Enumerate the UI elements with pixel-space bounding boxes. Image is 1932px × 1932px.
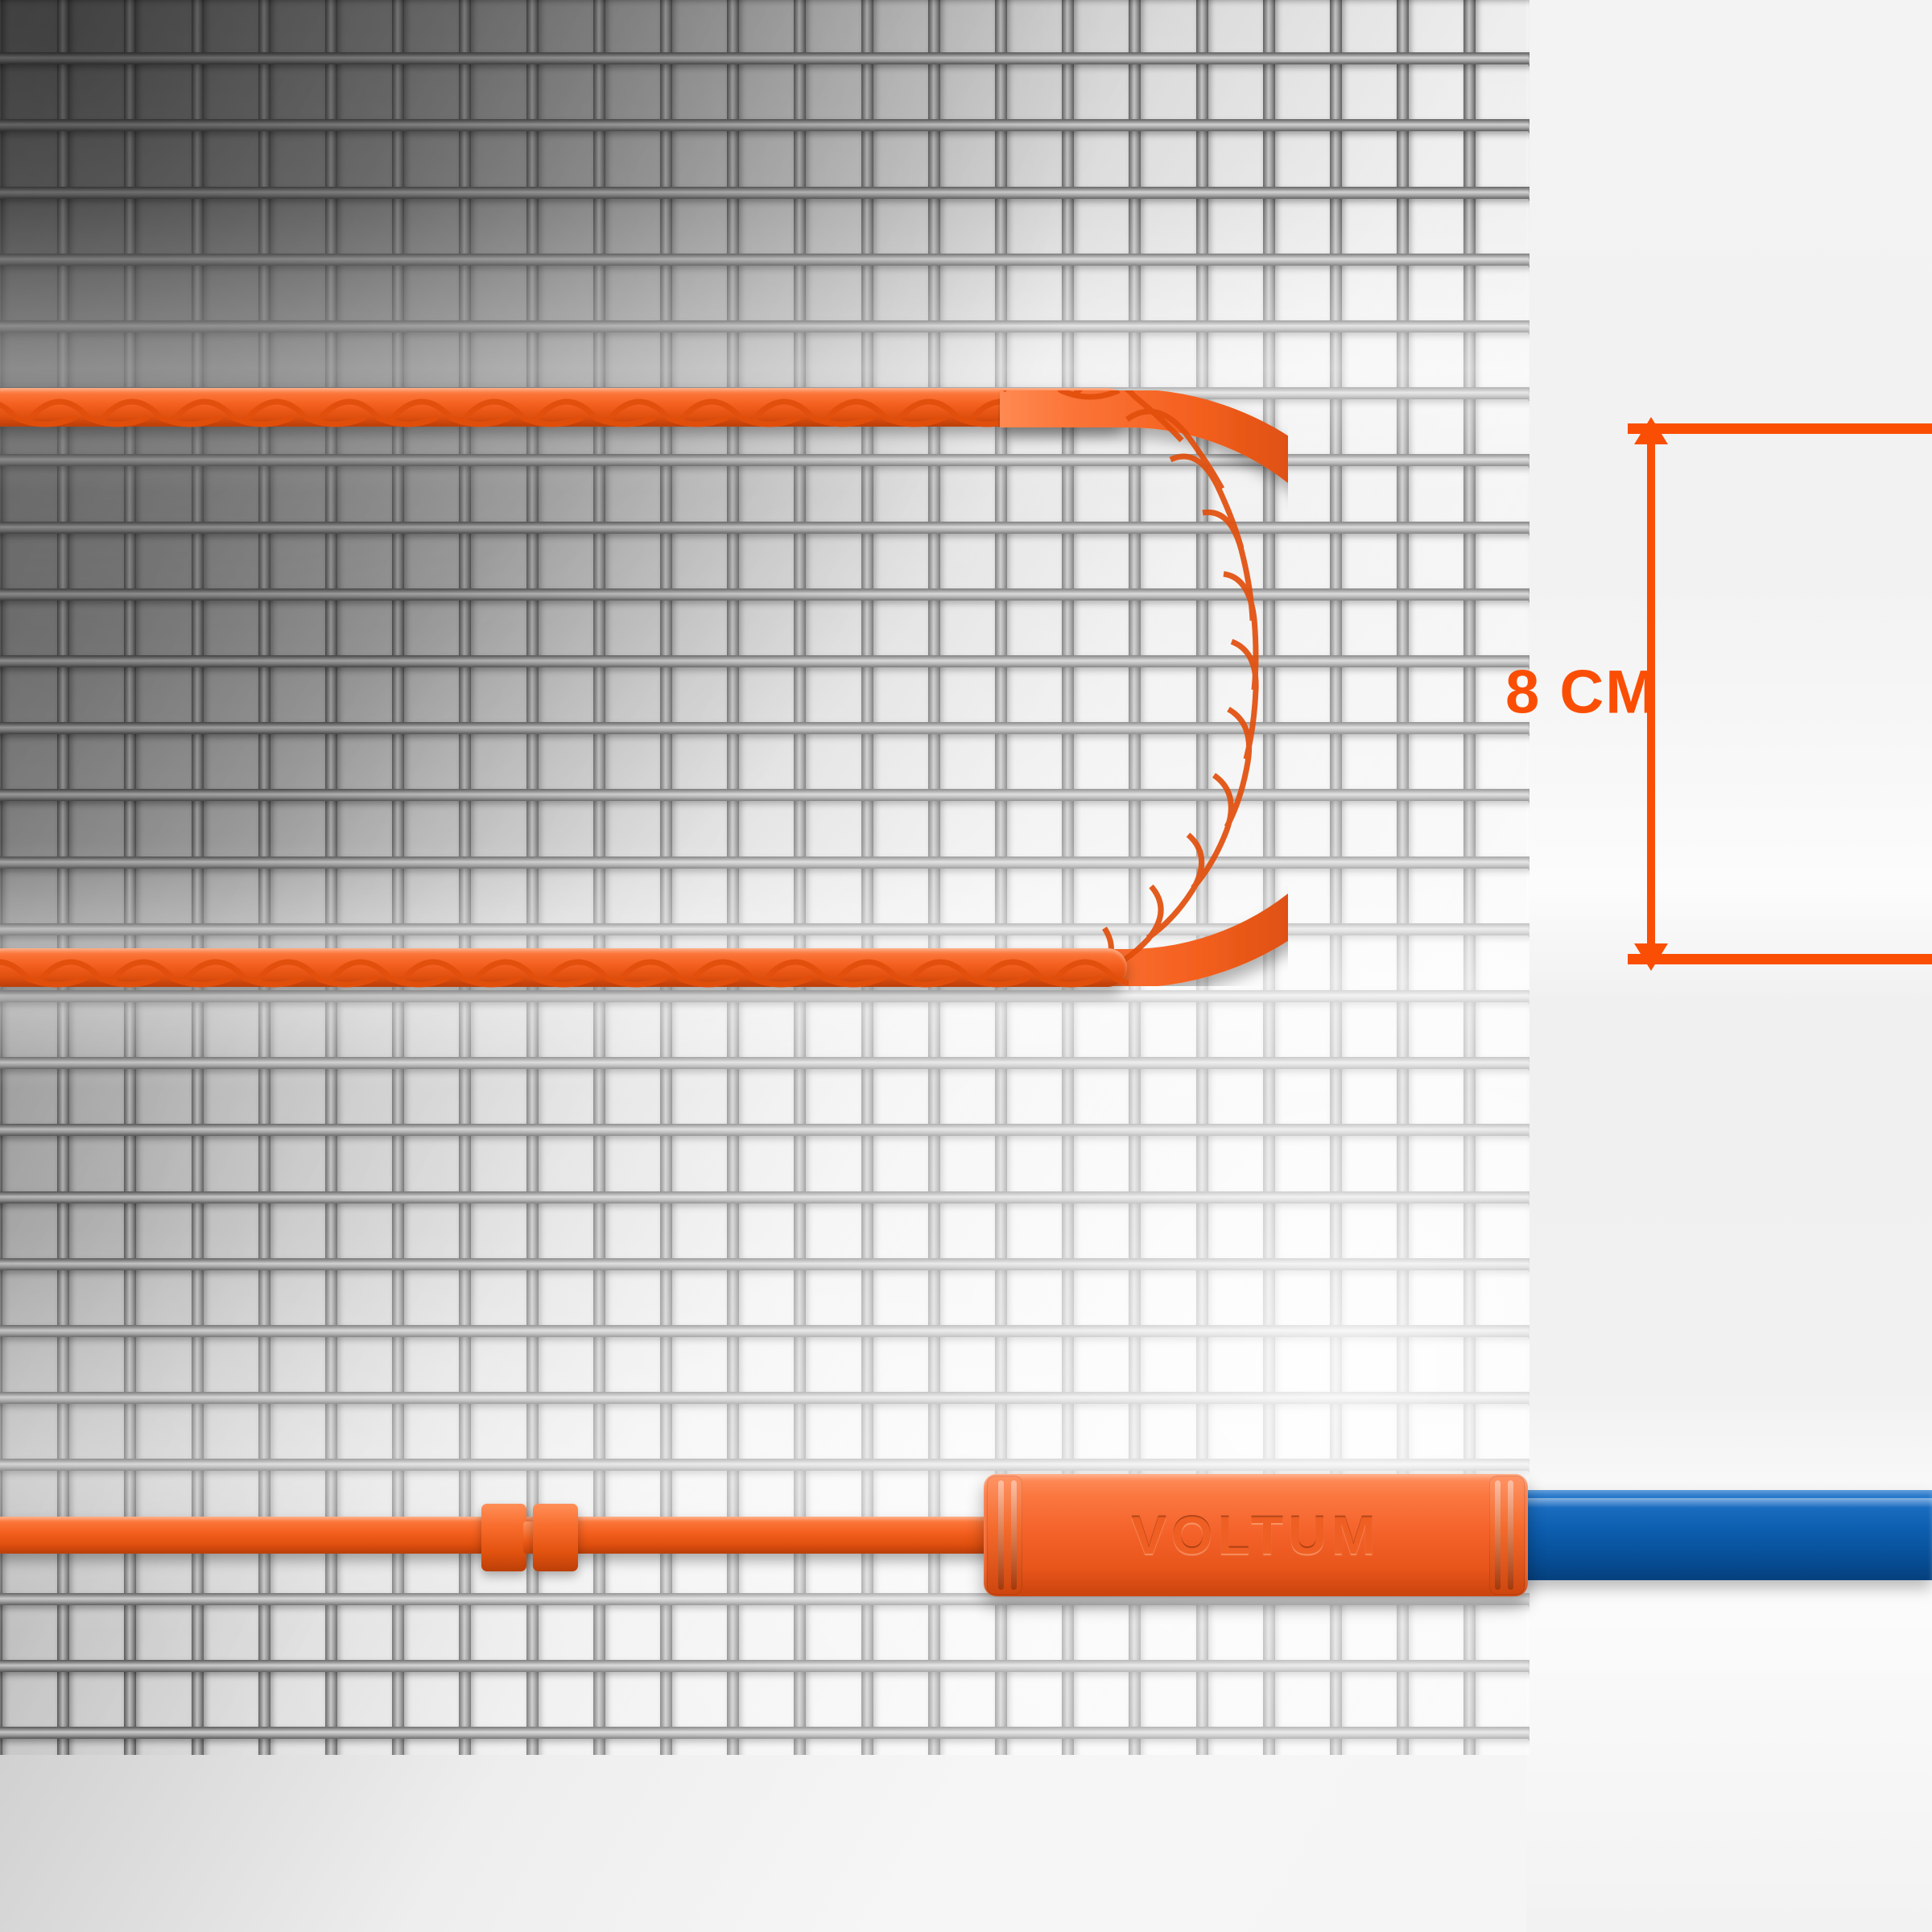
mesh-wire-horizontal bbox=[0, 1057, 1530, 1071]
mesh-wire-horizontal bbox=[0, 52, 1530, 66]
power-cable bbox=[1513, 1490, 1932, 1580]
connector-rib bbox=[998, 1480, 1004, 1590]
connector-rib bbox=[1011, 1480, 1017, 1590]
mesh-wire-horizontal bbox=[0, 857, 1530, 870]
connector-brand-label: VOLTUM bbox=[1131, 1505, 1381, 1565]
mesh-wire-horizontal bbox=[0, 1392, 1530, 1406]
dimension-extension-line-bottom bbox=[1628, 954, 1932, 964]
connector-body: VOLTUM bbox=[984, 1474, 1528, 1596]
cable-spiral-tie bbox=[0, 381, 1129, 434]
mesh-wire-horizontal bbox=[0, 254, 1530, 267]
cable-spiral-tie bbox=[0, 941, 1129, 994]
dimension-extension-line-top bbox=[1628, 423, 1932, 434]
connector-rib bbox=[1508, 1480, 1513, 1590]
splice-block-left bbox=[481, 1504, 526, 1571]
mesh-wire-horizontal bbox=[0, 655, 1530, 669]
dimension-line bbox=[1647, 428, 1655, 960]
mesh-wire-horizontal bbox=[0, 1660, 1530, 1674]
mesh-wire-horizontal bbox=[0, 1459, 1530, 1472]
heating-cable-u-bend bbox=[998, 390, 1288, 986]
mesh-wire-horizontal bbox=[0, 119, 1530, 133]
mesh-wire-horizontal bbox=[0, 588, 1530, 602]
mesh-wire-horizontal bbox=[0, 320, 1530, 334]
mesh-wire-horizontal bbox=[0, 187, 1530, 200]
mesh-wire-horizontal bbox=[0, 923, 1530, 937]
cable-splice bbox=[481, 1504, 581, 1571]
mesh-wire-horizontal bbox=[0, 1124, 1530, 1137]
mesh-wire-horizontal bbox=[0, 722, 1530, 736]
heating-cable-run-middle bbox=[0, 948, 1129, 988]
splice-block-right bbox=[533, 1504, 578, 1571]
mesh-wire-horizontal bbox=[0, 1191, 1530, 1205]
mesh-wire-horizontal bbox=[0, 1325, 1530, 1339]
dimension-annotation: 8 CM bbox=[1505, 402, 1932, 982]
mesh-wire-horizontal bbox=[0, 522, 1530, 535]
mesh-wire-horizontal bbox=[0, 1727, 1530, 1740]
dimension-arrow-up-icon bbox=[1634, 417, 1668, 444]
connector-collar-left bbox=[987, 1476, 1022, 1595]
dimension-label: 8 CM bbox=[1505, 658, 1658, 727]
connector-rib bbox=[1495, 1480, 1501, 1590]
heating-cable-run-top bbox=[0, 388, 1129, 427]
connector-collar-right bbox=[1489, 1476, 1525, 1595]
mesh-wire-horizontal bbox=[0, 454, 1530, 468]
mesh-wire-horizontal bbox=[0, 990, 1530, 1004]
mesh-wire-horizontal bbox=[0, 789, 1530, 803]
dimension-arrow-down-icon bbox=[1634, 943, 1668, 971]
mesh-wire-horizontal bbox=[0, 1258, 1530, 1272]
right-side-panel bbox=[1526, 0, 1932, 1932]
